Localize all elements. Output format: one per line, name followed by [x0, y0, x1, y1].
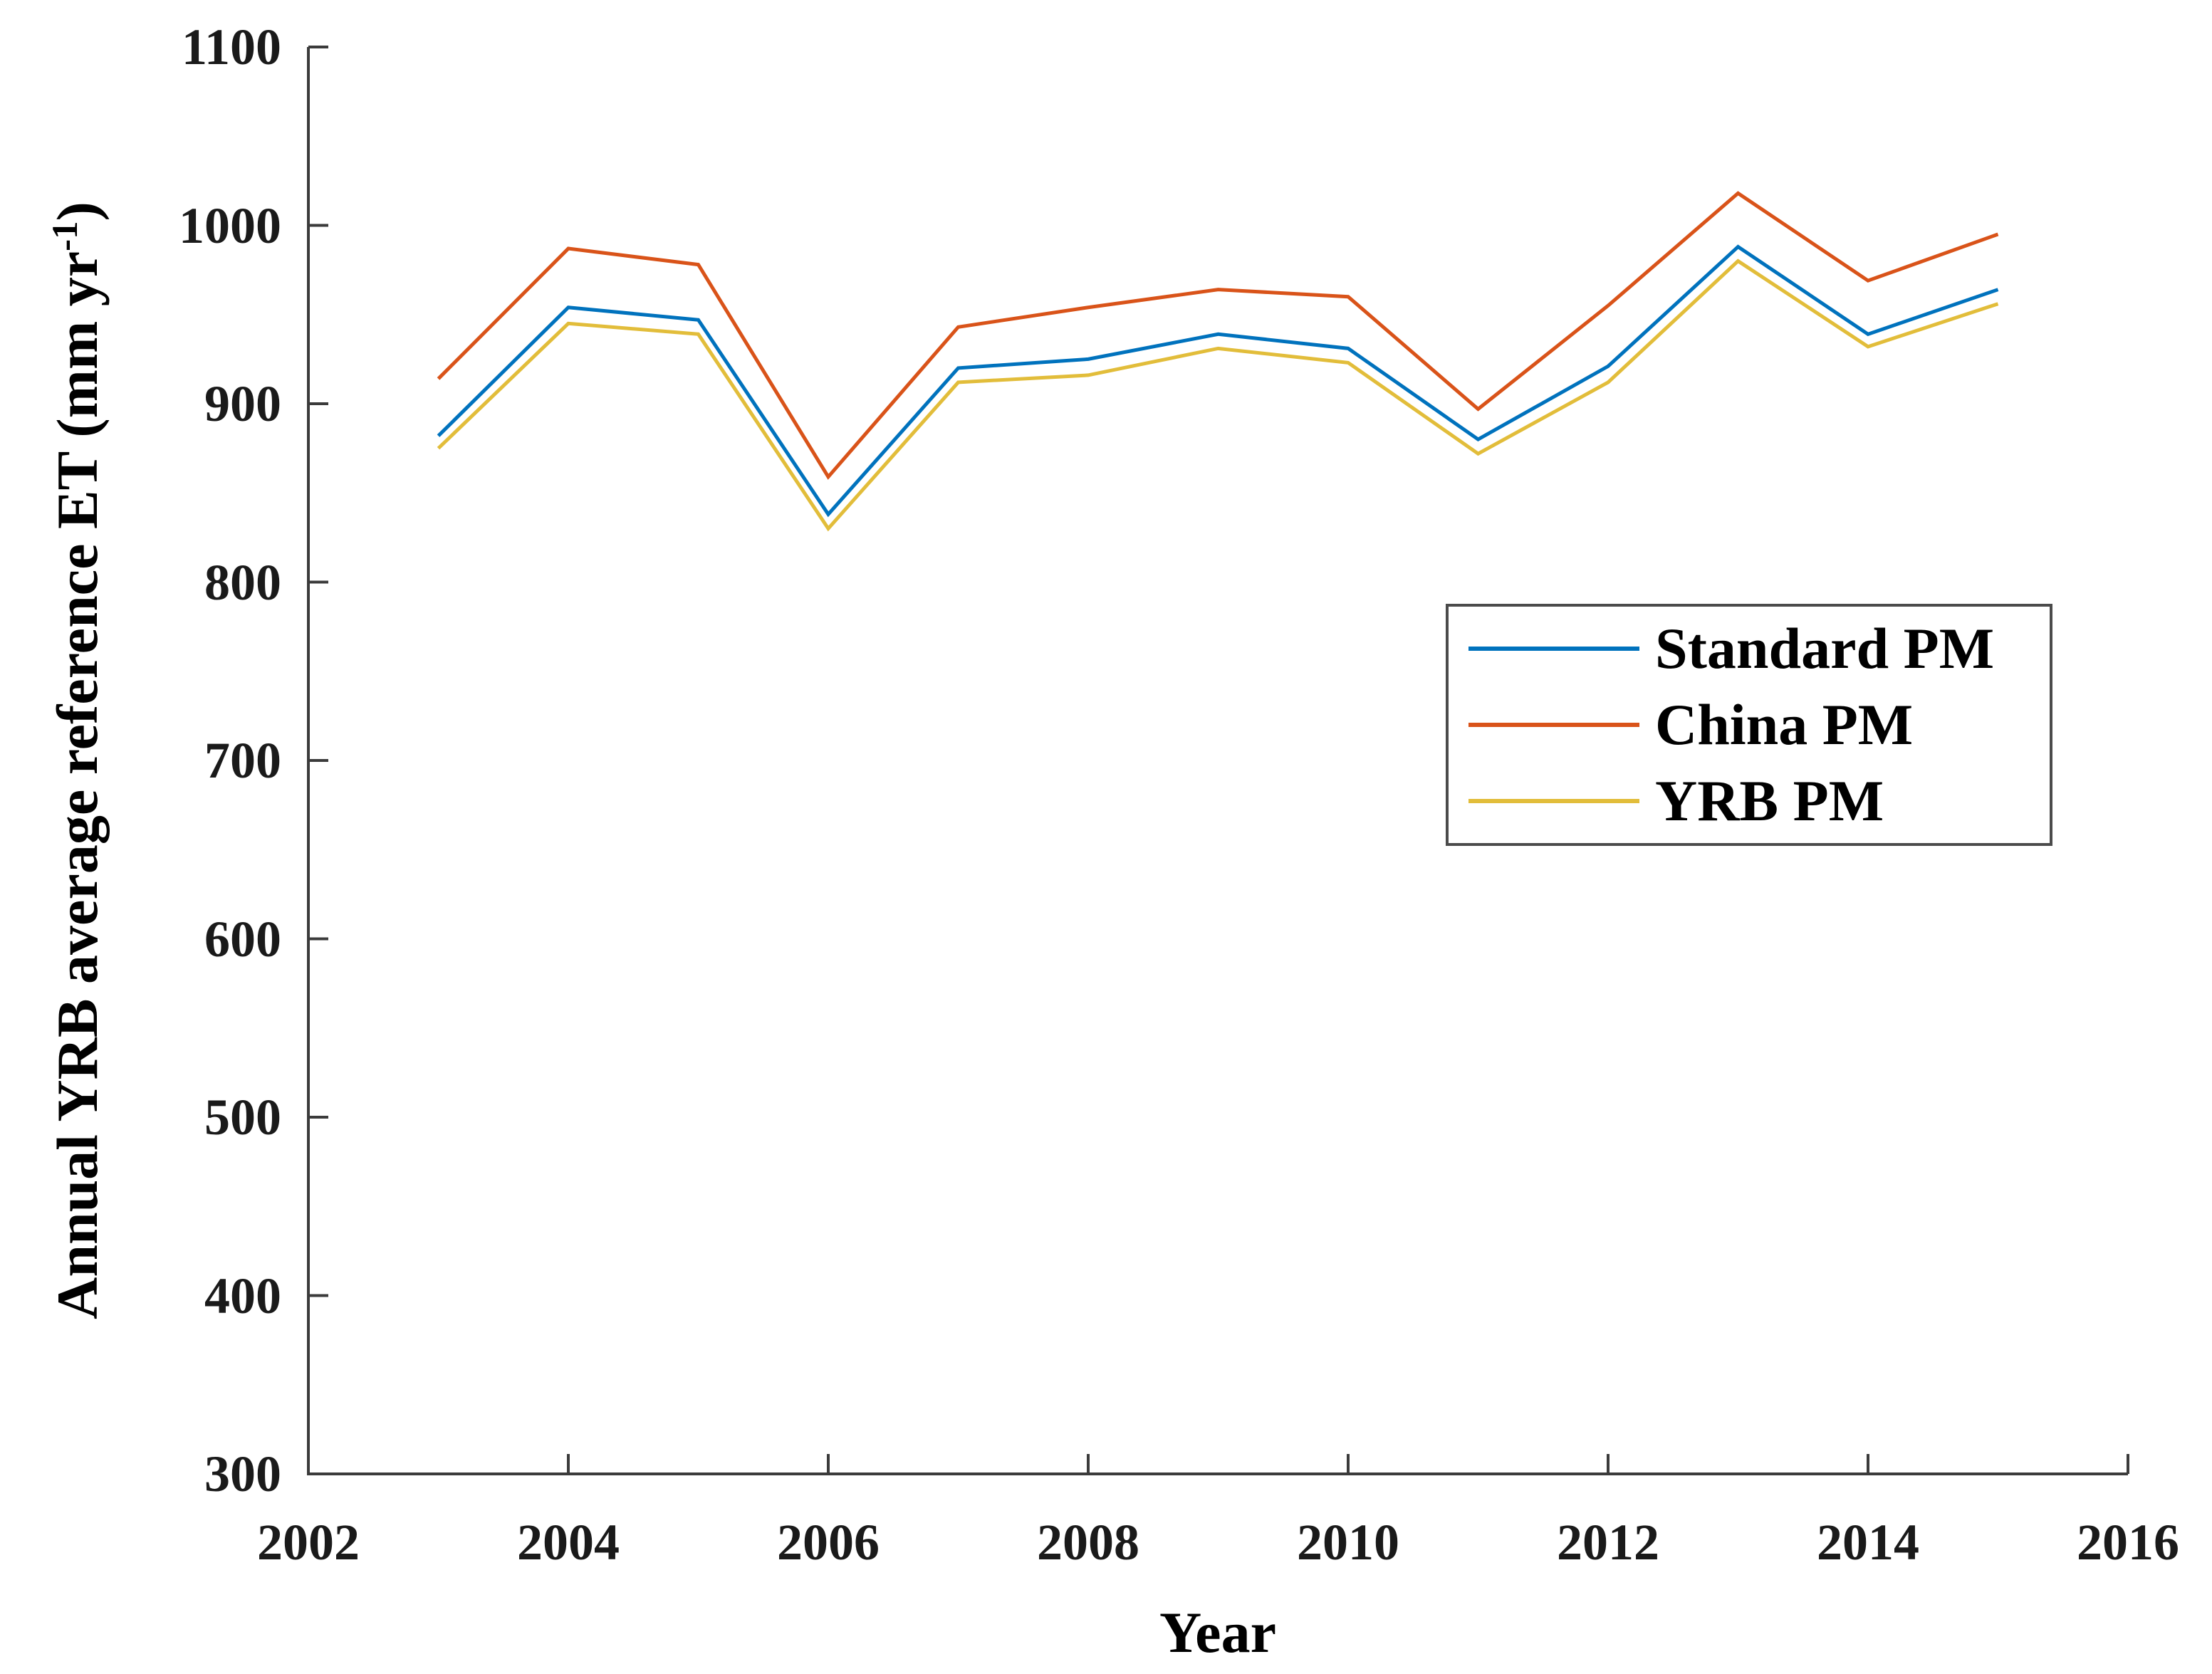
y-tick-label-600: 600	[204, 910, 281, 968]
y-axis-title-suffix: )	[45, 202, 110, 221]
x-tick-label-2004: 2004	[517, 1514, 620, 1571]
x-tick-label-2016: 2016	[2077, 1514, 2179, 1571]
legend-label-standard-pm: Standard PM	[1655, 616, 1995, 681]
x-tick-label-2008: 2008	[1037, 1514, 1139, 1571]
series-line-yrb-pm	[437, 258, 1999, 532]
y-axis-title: Annual YRB average reference ET (mm yr-1…	[34, 202, 110, 1319]
y-tick-label-400: 400	[204, 1267, 281, 1324]
legend: Standard PM China PM YRB PM	[1446, 604, 2052, 846]
y-tick-label-1100: 1100	[181, 19, 281, 75]
x-tick-label-2014: 2014	[1817, 1514, 1919, 1571]
legend-label-yrb-pm: YRB PM	[1655, 768, 1884, 833]
legend-line-sample-yrb-pm	[1468, 798, 1639, 803]
y-tick-label-500: 500	[204, 1089, 281, 1146]
x-tick-label-2012: 2012	[1557, 1514, 1659, 1571]
x-tick-label-2010: 2010	[1297, 1514, 1399, 1571]
y-tick-label-300: 300	[204, 1445, 281, 1502]
series-line-china-pm	[437, 191, 1999, 480]
y-axis-title-main: Annual YRB average reference ET (mm yr	[45, 251, 110, 1319]
x-axis-title: Year	[1159, 1600, 1276, 1665]
legend-item-yrb-pm: YRB PM	[1449, 768, 2050, 833]
series-line-standard-pm	[437, 244, 1999, 518]
x-tick-label-2002: 2002	[257, 1514, 360, 1571]
y-axis-title-exponent: -1	[44, 221, 85, 251]
y-tick-label-900: 900	[204, 375, 281, 432]
y-tick-label-800: 800	[204, 553, 281, 611]
legend-item-china-pm: China PM	[1449, 691, 2050, 757]
legend-line-sample-standard-pm	[1468, 647, 1639, 652]
legend-item-standard-pm: Standard PM	[1449, 617, 2050, 681]
x-tick-label-2006: 2006	[777, 1514, 880, 1571]
legend-label-china-pm: China PM	[1655, 691, 1914, 757]
y-tick-label-1000: 1000	[179, 197, 281, 254]
y-tick-label-700: 700	[204, 732, 281, 789]
legend-line-sample-china-pm	[1468, 722, 1639, 727]
